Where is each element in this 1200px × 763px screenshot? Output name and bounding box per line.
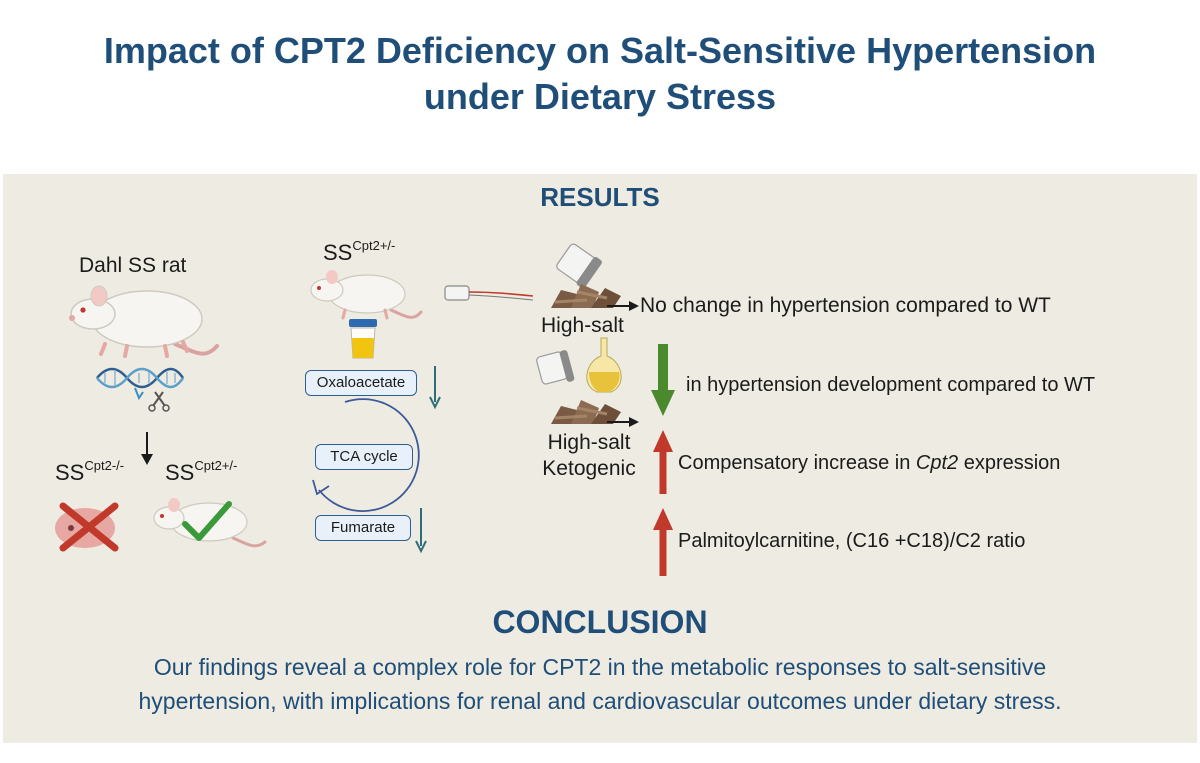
green-down-arrow-icon — [651, 344, 675, 416]
conclusion-text: Our findings reveal a complex role for C… — [138, 654, 1062, 714]
small-rat-check-icon — [153, 498, 267, 548]
red-up-arrow-icon-2 — [653, 508, 673, 576]
salt-and-oil-icon — [536, 337, 622, 393]
results-heading: RESULTS — [540, 182, 660, 212]
middle-genotype-label: SSCpt2+/- — [323, 238, 396, 265]
conclusion-heading: CONCLUSION — [492, 604, 708, 640]
urine-cup-icon — [349, 319, 377, 359]
title-line-1: Impact of CPT2 Deficiency on Salt-Sensit… — [103, 30, 1097, 71]
red-up-arrow-icon — [653, 430, 673, 494]
high-salt-ketogenic-label: High-salt Ketogenic — [542, 431, 636, 480]
title-line-2: under Dietary Stress — [423, 76, 777, 117]
finding-hypertension-development: in hypertension development compared to … — [686, 374, 1096, 396]
dna-scissors-icon — [96, 367, 185, 412]
oxaloacetate-down-arrow — [429, 366, 441, 410]
fumarate-down-arrow — [415, 508, 427, 554]
down-arrow-icon — [141, 432, 153, 465]
finding-cpt2-expression: Compensatory increase in Cpt2 expression — [678, 452, 1061, 474]
finding-palmitoylcarnitine: Palmitoylcarnitine, (C16 +C18)/C2 ratio — [678, 530, 1026, 552]
tca-cycle-arrow — [312, 398, 420, 512]
tca-cycle-box: TCA cycle — [315, 444, 413, 470]
page-title: Impact of CPT2 Deficiency on Salt-Sensit… — [0, 28, 1200, 120]
middle-rat-icon — [310, 270, 423, 320]
graphical-abstract-panel: RESULTS Dahl SS rat SSCpt2-/- SSCpt2+/- — [3, 174, 1197, 743]
salt-shaker-icon — [556, 243, 602, 289]
heterozygous-genotype-label: SSCpt2+/- — [165, 458, 238, 485]
fumarate-box: Fumarate — [315, 515, 411, 541]
large-rat-icon — [69, 285, 219, 358]
high-salt-diet-label: High-salt — [541, 314, 624, 337]
oxaloacetate-box: Oxaloacetate — [305, 370, 417, 396]
finding-no-change: No change in hypertension compared to WT — [640, 294, 1051, 317]
food-pellets-icon — [551, 284, 639, 311]
knockout-genotype-label: SSCpt2-/- — [55, 458, 125, 485]
embryo-cross-icon — [55, 502, 119, 552]
dahl-ss-rat-label: Dahl SS rat — [79, 254, 187, 277]
food-pellets-icon-2 — [551, 400, 639, 427]
telemetry-probe-icon — [444, 285, 534, 301]
